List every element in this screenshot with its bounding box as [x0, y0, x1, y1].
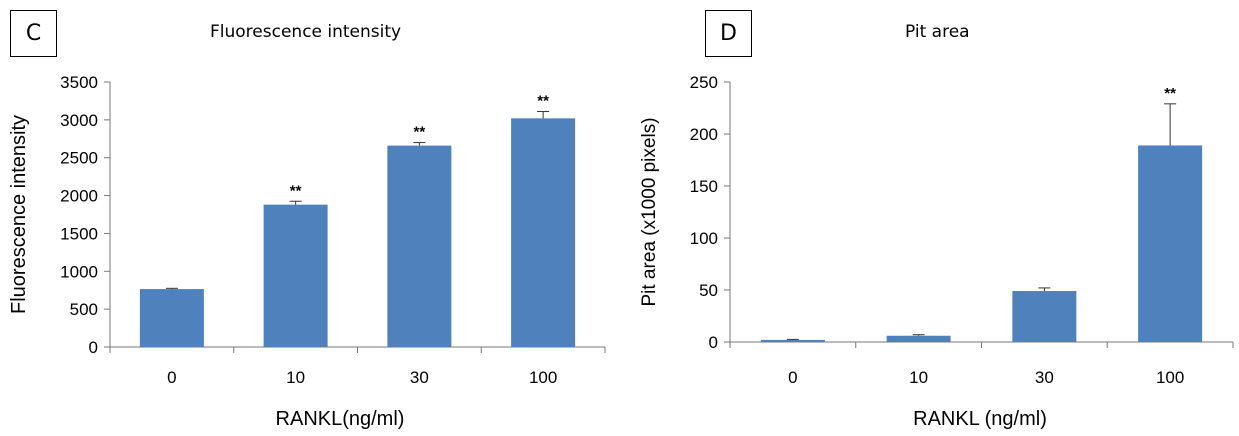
- significance-label-100: **: [1164, 85, 1176, 102]
- chart-panel-c: C Fluorescence intensity 0 500 1000 1500 200…: [8, 10, 606, 430]
- bar-30: [387, 145, 452, 347]
- y-tick-label: 100: [690, 229, 718, 248]
- bar-30: [1012, 291, 1077, 342]
- x-tick-label-10: 10: [909, 368, 928, 387]
- significance-label-30: **: [414, 124, 426, 141]
- x-tick-label-100: 100: [1156, 368, 1184, 387]
- y-tick-label: 0: [709, 333, 718, 352]
- bar-0: [139, 289, 204, 347]
- y-tick-label: 2500: [60, 149, 98, 168]
- chart-panel-d: D Pit area 0 50 100 150 200 250 0 10 30 ** 100 RANK…: [620, 0, 1239, 436]
- y-tick-label: 150: [690, 177, 718, 196]
- y-tick-label: 50: [699, 281, 718, 300]
- y-tick-label: 1500: [60, 224, 98, 243]
- x-tick-label-0: 0: [788, 368, 797, 387]
- bar-chart-fluorescence: 0 500 1000 1500 2000 2500 3000 3500 0 ** 10 ** 30 ** 1…: [8, 73, 606, 430]
- x-axis-label: RANKL (ng/ml): [913, 408, 1047, 430]
- panel-letter-d: D: [705, 10, 752, 57]
- y-axis-label: Pit area (x1000 pixels): [639, 117, 660, 306]
- bar-chart-pit-area: 0 50 100 150 200 250 0 10 30 ** 100 RANKL (ng/ml) Pi…: [639, 73, 1234, 430]
- y-tick-label: 0: [89, 338, 98, 357]
- x-axis-label: RANKL(ng/ml): [276, 408, 405, 430]
- x-tick-label-30: 30: [410, 368, 429, 387]
- significance-label-100: **: [537, 93, 549, 110]
- x-tick-label-0: 0: [167, 368, 176, 387]
- y-tick-label: 250: [690, 73, 718, 92]
- x-tick-label-10: 10: [286, 368, 305, 387]
- x-tick-label-100: 100: [529, 368, 557, 387]
- bar-100: [1138, 145, 1203, 342]
- y-tick-label: 3000: [60, 111, 98, 130]
- bar-100: [511, 118, 576, 347]
- y-tick-label: 3500: [60, 73, 98, 92]
- bar-0: [760, 339, 825, 342]
- panel-letter-c: C: [10, 10, 57, 57]
- y-tick-label: 1000: [60, 262, 98, 281]
- bar-10: [263, 204, 328, 347]
- bar-10: [886, 335, 951, 342]
- panel-title-d: Pit area: [905, 22, 970, 42]
- significance-label-10: **: [290, 182, 302, 199]
- y-tick-label: 500: [70, 300, 98, 319]
- y-axis-label: Fluorescence intensity: [8, 115, 30, 314]
- y-tick-label: 200: [690, 125, 718, 144]
- panel-title-c: Fluorescence intensity: [210, 22, 402, 42]
- x-tick-label-30: 30: [1035, 368, 1054, 387]
- y-tick-label: 2000: [60, 187, 98, 206]
